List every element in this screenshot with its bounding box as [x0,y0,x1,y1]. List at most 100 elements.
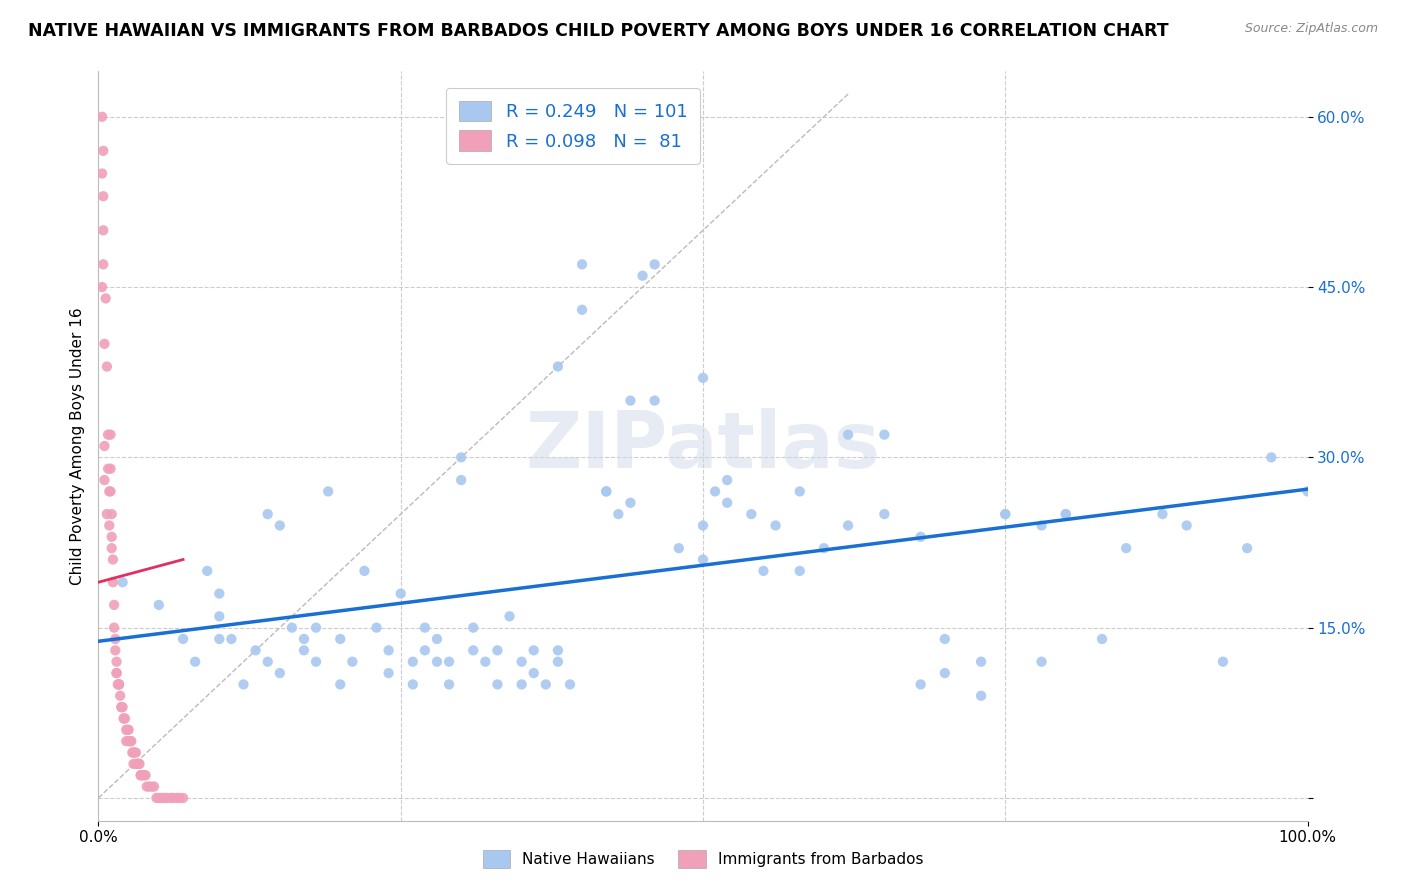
Point [619,393,641,408]
Y-axis label: Child Poverty Among Boys Under 16: Child Poverty Among Boys Under 16 [69,307,84,585]
Point [104,632,127,646]
Point [93,473,115,487]
Point [104,643,127,657]
Legend: R = 0.249   N = 101, R = 0.098   N =  81: R = 0.249 N = 101, R = 0.098 N = 81 [446,88,700,164]
Point [1212,655,1234,669]
Point [162,791,184,805]
Point [124,746,146,760]
Point [547,643,569,657]
Point [523,666,546,681]
Point [934,666,956,681]
Point [107,677,129,691]
Point [377,666,399,681]
Point [143,780,166,794]
Point [122,746,145,760]
Point [813,541,835,556]
Point [619,496,641,510]
Point [571,302,593,317]
Point [105,655,128,669]
Point [100,461,122,475]
Point [463,621,485,635]
Point [668,541,690,556]
Point [644,257,666,271]
Point [716,473,738,487]
Point [120,734,142,748]
Point [437,677,460,691]
Point [118,723,141,737]
Point [377,643,399,657]
Point [426,655,449,669]
Point [125,756,148,771]
Point [305,621,328,635]
Point [486,677,509,691]
Point [934,632,956,646]
Point [172,632,194,646]
Point [474,655,496,669]
Point [837,427,859,442]
Point [111,575,134,590]
Point [547,655,569,669]
Point [127,756,149,771]
Point [153,791,176,805]
Point [96,359,118,374]
Point [837,518,859,533]
Point [510,677,533,691]
Point [129,768,152,782]
Point [129,768,152,782]
Point [692,518,714,533]
Point [716,496,738,510]
Point [97,427,120,442]
Point [91,167,114,181]
Point [135,768,157,782]
Point [169,791,191,805]
Point [1031,655,1053,669]
Point [101,552,124,566]
Point [305,655,328,669]
Point [232,677,254,691]
Point [970,689,993,703]
Point [571,257,593,271]
Point [100,427,122,442]
Point [160,791,183,805]
Point [245,643,267,657]
Point [112,711,135,725]
Point [91,144,114,158]
Point [752,564,775,578]
Point [256,655,278,669]
Point [789,564,811,578]
Point [426,632,449,646]
Point [789,484,811,499]
Point [108,677,131,691]
Point [437,655,460,669]
Point [148,598,170,612]
Point [765,518,787,533]
Point [100,484,122,499]
Point [184,655,207,669]
Point [91,223,114,237]
Point [292,643,315,657]
Point [128,756,150,771]
Point [100,541,122,556]
Text: ZIPatlas: ZIPatlas [526,408,880,484]
Point [127,756,149,771]
Point [108,677,131,691]
Point [1260,450,1282,465]
Legend: Native Hawaiians, Immigrants from Barbados: Native Hawaiians, Immigrants from Barbad… [475,843,931,875]
Point [1296,484,1319,499]
Point [269,518,291,533]
Point [145,791,167,805]
Point [208,632,231,646]
Point [692,371,714,385]
Point [342,655,364,669]
Point [105,666,128,681]
Point [329,677,352,691]
Point [108,689,131,703]
Point [389,586,412,600]
Point [97,461,120,475]
Point [910,677,932,691]
Point [740,507,762,521]
Text: NATIVE HAWAIIAN VS IMMIGRANTS FROM BARBADOS CHILD POVERTY AMONG BOYS UNDER 16 CO: NATIVE HAWAIIAN VS IMMIGRANTS FROM BARBA… [28,22,1168,40]
Point [91,189,114,203]
Point [91,280,114,294]
Point [127,756,149,771]
